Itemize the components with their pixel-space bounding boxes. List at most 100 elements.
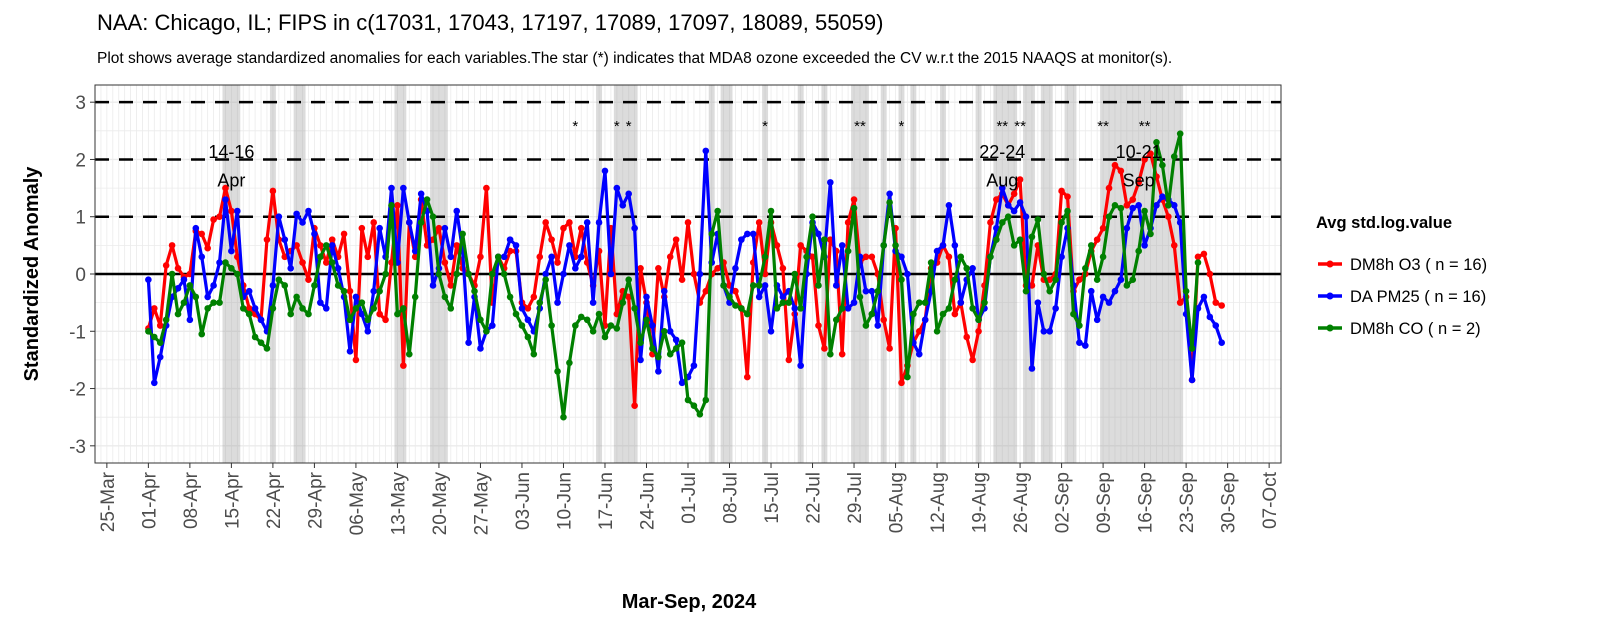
data-point	[477, 345, 484, 352]
data-point	[607, 270, 615, 278]
data-point	[411, 293, 419, 301]
data-point	[666, 350, 674, 358]
data-point	[1105, 213, 1113, 221]
data-point	[755, 282, 763, 289]
data-point	[732, 287, 739, 295]
data-point	[234, 270, 241, 278]
data-point	[921, 299, 929, 306]
data-point	[755, 293, 763, 301]
data-point	[388, 201, 395, 209]
ozone-exceedance-star: *	[572, 118, 578, 135]
data-point	[838, 242, 846, 249]
data-point	[293, 210, 300, 218]
data-point	[969, 305, 976, 312]
data-point	[305, 310, 312, 318]
x-tick-label: 12-Aug	[928, 472, 949, 533]
data-point	[1016, 236, 1024, 243]
data-point	[340, 287, 348, 295]
x-tick-label: 30-Sep	[1219, 472, 1240, 533]
data-point	[613, 184, 621, 192]
data-point	[886, 190, 893, 198]
legend-label: DM8h CO ( n = 2)	[1350, 320, 1481, 338]
data-point	[797, 305, 804, 312]
data-point	[1218, 302, 1225, 309]
data-point	[1105, 184, 1113, 192]
data-point	[1141, 207, 1148, 215]
data-point	[1111, 287, 1119, 295]
data-point	[299, 219, 306, 226]
data-point	[1153, 201, 1160, 209]
data-point	[1194, 259, 1202, 266]
data-point	[1165, 201, 1172, 209]
data-point	[180, 276, 188, 284]
data-point	[910, 310, 917, 318]
data-point	[702, 396, 710, 404]
data-point	[583, 316, 591, 324]
data-point	[305, 207, 312, 215]
data-point	[560, 413, 567, 421]
data-point	[613, 325, 621, 332]
data-point	[1123, 201, 1131, 209]
period-annotation-line2: Sep	[1123, 171, 1155, 191]
data-point	[987, 219, 994, 226]
data-point	[1064, 207, 1071, 215]
data-point	[915, 350, 923, 358]
x-tick-label: 06-May	[347, 472, 368, 536]
data-point	[1212, 322, 1220, 329]
data-point	[832, 316, 840, 324]
data-point	[862, 322, 870, 329]
data-point	[506, 293, 514, 301]
data-point	[785, 299, 793, 306]
data-point	[346, 348, 354, 355]
ozone-exceedance-star: *	[899, 118, 905, 135]
x-tick-label: 09-Sep	[1094, 472, 1115, 533]
x-axis: 25-Mar 01-Apr 08-Apr 15-Apr 22-Apr 29-Apr 06-M…	[98, 463, 1281, 535]
data-point	[993, 236, 1000, 243]
data-point	[222, 259, 229, 266]
data-point	[423, 196, 431, 203]
series-2	[145, 130, 1202, 421]
data-point	[394, 201, 401, 209]
data-point	[168, 270, 176, 278]
data-point	[927, 259, 935, 266]
period-annotation-line2: Apr	[217, 171, 245, 191]
data-point	[844, 219, 852, 226]
data-point	[886, 345, 893, 352]
data-point	[773, 242, 781, 249]
data-point	[951, 310, 959, 318]
data-point	[542, 276, 549, 284]
data-point	[566, 242, 573, 249]
data-point	[637, 339, 644, 347]
data-point	[1123, 282, 1131, 289]
data-point	[649, 322, 656, 329]
data-point	[862, 287, 870, 295]
data-point	[732, 302, 739, 309]
data-point	[162, 262, 170, 269]
data-point	[975, 316, 982, 324]
data-point	[287, 310, 294, 318]
x-tick-label: 01-Jul	[679, 472, 700, 524]
data-point	[838, 305, 846, 312]
data-point	[198, 253, 206, 261]
data-point	[257, 316, 265, 324]
data-point	[672, 345, 680, 352]
data-point	[631, 224, 638, 232]
data-point	[589, 299, 597, 306]
data-point	[417, 190, 425, 198]
data-point	[1153, 138, 1160, 146]
data-point	[275, 213, 283, 221]
data-point	[548, 253, 555, 261]
data-point	[471, 287, 478, 295]
data-point	[180, 299, 188, 306]
data-point	[293, 293, 300, 301]
data-point	[554, 299, 561, 306]
data-point	[524, 316, 532, 324]
y-axis-title: Standardized Anomaly	[21, 166, 43, 382]
data-point	[281, 236, 289, 243]
data-point	[678, 276, 686, 284]
data-point	[744, 230, 751, 238]
data-point	[1034, 216, 1042, 223]
data-point	[1105, 299, 1113, 306]
data-point	[844, 247, 852, 255]
